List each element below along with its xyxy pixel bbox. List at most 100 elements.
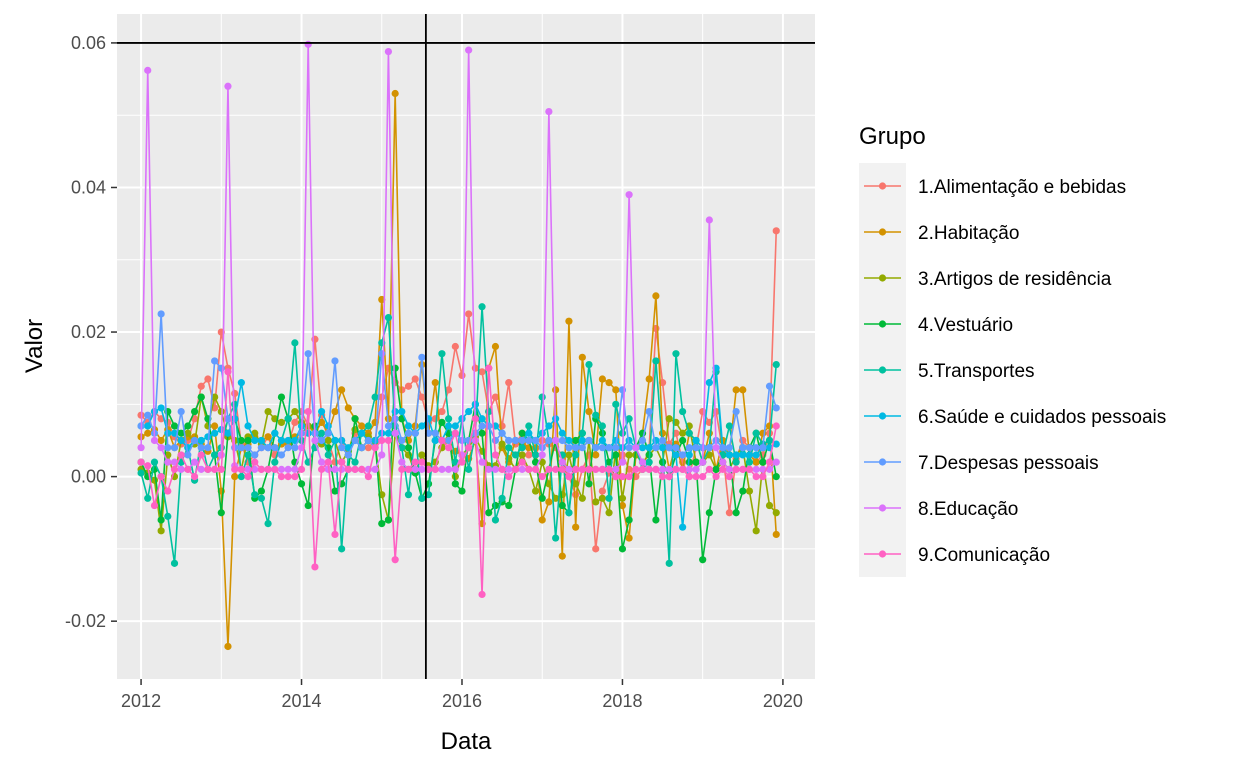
- x-axis-title: Data: [441, 728, 492, 755]
- data-point: [679, 465, 687, 473]
- legend-point: [878, 366, 887, 374]
- data-point: [384, 436, 393, 445]
- data-point: [398, 444, 406, 452]
- data-point: [699, 473, 707, 481]
- data-point: [291, 339, 299, 347]
- y-tick-label: 0.02: [71, 322, 106, 342]
- data-point: [471, 415, 479, 423]
- data-point: [518, 444, 526, 452]
- data-point: [444, 422, 453, 430]
- data-point: [251, 436, 259, 445]
- data-point: [384, 313, 393, 322]
- legend-label: 5.Transportes: [918, 361, 1035, 382]
- data-point: [465, 407, 473, 416]
- data-point: [438, 418, 446, 426]
- data-point: [271, 465, 279, 473]
- data-point: [177, 465, 185, 473]
- data-point: [618, 458, 627, 466]
- data-point: [712, 473, 720, 481]
- data-point: [264, 444, 272, 452]
- data-point: [598, 375, 606, 383]
- data-point: [658, 473, 667, 481]
- data-point: [692, 444, 700, 452]
- data-point: [518, 429, 526, 437]
- data-point: [765, 382, 774, 390]
- data-point: [184, 422, 192, 430]
- data-point: [137, 444, 145, 452]
- data-point: [478, 368, 486, 376]
- data-point: [271, 444, 279, 452]
- legend-label: 6.Saúde e cuidados pessoais: [918, 407, 1166, 428]
- data-point: [331, 530, 339, 539]
- data-point: [264, 407, 272, 416]
- data-point: [418, 451, 426, 459]
- data-point: [558, 552, 566, 560]
- data-point: [277, 473, 286, 481]
- data-point: [217, 451, 225, 459]
- data-point: [244, 451, 252, 459]
- data-point: [291, 418, 299, 426]
- data-point: [585, 407, 593, 416]
- data-point: [244, 473, 252, 481]
- data-point: [732, 386, 740, 394]
- data-point: [291, 407, 299, 416]
- data-point: [237, 436, 245, 445]
- data-point: [170, 444, 179, 452]
- data-point: [184, 451, 192, 459]
- data-point: [625, 516, 633, 524]
- data-point: [552, 436, 560, 445]
- data-point: [699, 407, 707, 416]
- data-point: [304, 350, 312, 358]
- data-point: [725, 451, 733, 459]
- data-point: [257, 487, 266, 495]
- data-point: [585, 480, 593, 488]
- data-point: [264, 519, 272, 528]
- data-point: [358, 444, 366, 452]
- data-point: [177, 407, 185, 416]
- data-point: [765, 501, 774, 510]
- data-point: [338, 458, 346, 466]
- data-point: [144, 494, 152, 502]
- data-point: [150, 458, 159, 466]
- data-point: [391, 364, 399, 372]
- data-point: [344, 451, 352, 459]
- legend-item: 3.Artigos de residência: [864, 269, 1112, 290]
- data-point: [612, 386, 620, 394]
- data-point: [772, 473, 780, 481]
- data-point: [418, 465, 426, 473]
- data-point: [491, 465, 500, 473]
- data-point: [378, 393, 386, 401]
- data-point: [170, 465, 179, 473]
- data-point: [197, 393, 205, 401]
- data-point: [685, 465, 693, 473]
- data-point: [237, 444, 245, 452]
- data-point: [184, 465, 192, 473]
- data-point: [625, 444, 633, 452]
- data-point: [358, 422, 366, 430]
- data-point: [498, 494, 506, 502]
- data-point: [438, 407, 446, 416]
- data-point: [317, 436, 326, 445]
- data-point: [545, 107, 553, 116]
- data-point: [164, 458, 172, 466]
- data-point: [525, 436, 533, 445]
- data-point: [658, 429, 667, 437]
- data-point: [317, 458, 326, 466]
- data-point: [679, 523, 687, 531]
- data-point: [311, 563, 319, 571]
- data-point: [418, 353, 426, 361]
- data-point: [772, 440, 780, 448]
- data-point: [411, 458, 419, 466]
- data-point: [665, 415, 673, 423]
- series-9: [137, 364, 780, 599]
- data-point: [692, 436, 700, 445]
- legend-point: [878, 320, 887, 328]
- data-point: [632, 444, 640, 452]
- data-point: [257, 465, 266, 473]
- data-point: [752, 527, 760, 535]
- data-point: [297, 465, 306, 473]
- data-point: [237, 379, 245, 387]
- data-point: [444, 465, 453, 473]
- data-point: [224, 415, 232, 423]
- legend-label: 7.Despesas pessoais: [918, 453, 1099, 474]
